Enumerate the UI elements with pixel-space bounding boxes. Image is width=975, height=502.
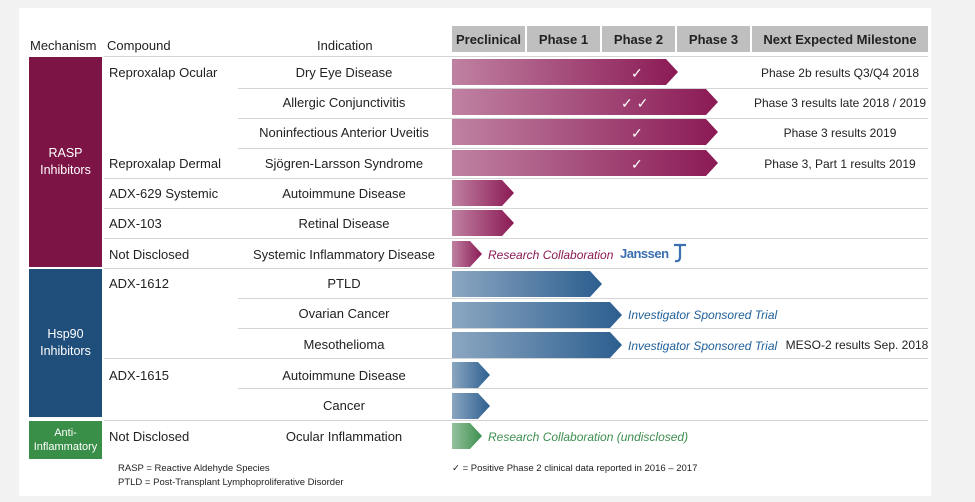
header-compound: Compound [107,38,171,53]
header-next-milestone: Next Expected Milestone [752,26,928,52]
header-phase2: Phase 2 [602,26,675,52]
header-indication: Indication [317,38,373,53]
footnote-check: ✓ = Positive Phase 2 clinical data repor… [452,463,698,474]
research-collaboration-note: Research Collaboration [488,248,614,262]
compound-not-disclosed-anti: Not Disclosed [109,429,190,444]
check-icon: ✓ ✓ [621,95,649,111]
progress-arrow [452,423,482,449]
check-icon: ✓ [631,125,643,141]
indication-row: Autoimmune Disease [282,368,406,383]
research-collaboration-note: Research Collaboration (undisclosed) [488,430,689,444]
compound-reproxalap-dermal: Reproxalap Dermal [109,156,221,171]
indication-row: Mesothelioma [303,337,385,352]
check-icon: ✓ [631,156,643,172]
group-anti-inflammatory: Anti-Inflammatory [29,421,102,459]
group-anti-label: Anti-Inflammatory [33,427,98,453]
indication-row: Systemic Inflammatory Disease [252,247,436,262]
progress-arrow [452,59,678,85]
header-preclinical: Preclinical [452,26,525,52]
group-rasp-label: RASP Inhibitors [40,146,91,177]
header-phase3: Phase 3 [677,26,750,52]
compound-adx-1615: ADX-1615 [109,368,169,383]
indication-row: Sjögren-Larsson Syndrome [264,156,424,171]
progress-arrow [452,89,718,115]
progress-arrow [452,332,622,358]
milestone-text: Phase 3 results late 2018 / 2019 [753,96,927,110]
indication-row: Ovarian Cancer [298,306,390,321]
indication-row: Ocular Inflammation [285,429,403,444]
compound-adx-1612: ADX-1612 [109,276,169,291]
milestone-text: Phase 2b results Q3/Q4 2018 [760,66,920,80]
progress-arrow [452,271,602,297]
indication-row: Cancer [323,398,365,413]
progress-arrow [452,210,514,236]
indication-row: Dry Eye Disease [295,65,393,80]
milestone-text: Phase 3 results 2019 [783,126,897,140]
progress-arrow [452,180,514,206]
progress-arrow [452,119,718,145]
milestone-text: Phase 3, Part 1 results 2019 [764,157,916,171]
footnote-ptld: PTLD = Post-Transplant Lymphoproliferati… [118,477,344,488]
investigator-trial-note: Investigator Sponsored Trial [628,308,778,322]
progress-arrow [452,362,490,388]
progress-arrow [452,150,718,176]
indication-row: PTLD [327,276,361,291]
compound-reproxalap-ocular: Reproxalap Ocular [109,65,218,80]
group-hsp90-inhibitors: Hsp90 Inhibitors [29,269,102,417]
footnote-rasp: RASP = Reactive Aldehyde Species [118,463,270,474]
janssen-wordmark: Janssen [620,246,669,261]
progress-arrow [452,241,482,267]
group-rasp-inhibitors: RASP Inhibitors [29,57,102,267]
compound-not-disclosed-rasp: Not Disclosed [109,247,190,262]
janssen-swoosh-icon [673,243,686,263]
progress-arrow [452,393,490,419]
janssen-logo: Janssen [620,243,688,263]
progress-arrow [452,302,622,328]
indication-row: Allergic Conjunctivitis [282,95,406,110]
group-hsp90-label: Hsp90 Inhibitors [40,327,91,358]
compound-adx-629: ADX-629 Systemic [109,186,219,201]
header-phase1: Phase 1 [527,26,600,52]
header-mechanism: Mechanism [30,38,97,53]
milestone-text: MESO-2 results Sep. 2018 [785,338,929,352]
indication-row: Autoimmune Disease [282,186,406,201]
check-icon: ✓ [631,65,643,81]
indication-row: Retinal Disease [298,216,390,231]
compound-adx-103: ADX-103 [109,216,162,231]
indication-row: Noninfectious Anterior Uveitis [259,125,429,140]
investigator-trial-note: Investigator Sponsored Trial [628,339,778,353]
